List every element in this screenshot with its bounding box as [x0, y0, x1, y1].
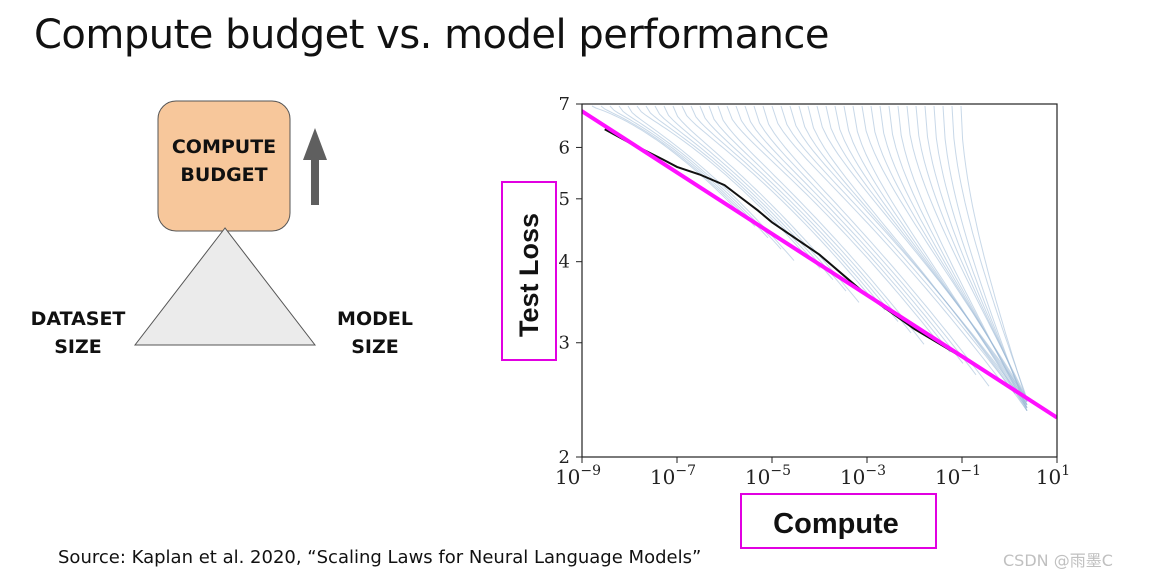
plot-frame [581, 103, 1058, 458]
compute-budget-label: COMPUTE BUDGET [171, 136, 277, 186]
training-curve [753, 105, 977, 376]
training-curve [960, 105, 1028, 402]
y-axis-ticks: 2 3 4 5 6 7 [559, 94, 582, 468]
training-curve [708, 105, 912, 334]
training-curve [645, 105, 821, 269]
training-curve [744, 105, 964, 364]
y-axis-label: Test Loss [514, 213, 544, 337]
model-size-label: MODEL SIZE [337, 308, 413, 358]
training-curve [798, 105, 1028, 408]
x-tick-label: 10−9 [555, 463, 601, 489]
training-curve [627, 105, 795, 261]
x-tick-label: 10−3 [840, 463, 886, 489]
y-tick-label: 4 [559, 252, 570, 273]
xlabel-highlight-box [740, 493, 937, 549]
training-curve [942, 105, 1028, 411]
training-curve [699, 105, 899, 322]
training-curve [717, 105, 925, 345]
y-tick-label: 2 [559, 447, 570, 468]
x-tick-label: 10−1 [935, 463, 981, 489]
y-tick-label: 5 [559, 189, 570, 210]
training-curve [681, 105, 873, 300]
y-tick-label: 7 [559, 94, 570, 115]
training-curve [690, 105, 886, 311]
power-law-trend-line [582, 108, 1057, 420]
training-curve [816, 105, 1028, 399]
training-curve [654, 105, 834, 281]
training-curve [834, 105, 1028, 405]
x-tick-label: 10−7 [650, 463, 696, 489]
source-citation: Source: Kaplan et al. 2020, “Scaling Law… [58, 547, 702, 568]
training-curve [771, 105, 1003, 383]
y-tick-label: 3 [559, 333, 570, 354]
dataset-size-label: DATASET SIZE [30, 308, 126, 358]
training-curve [780, 105, 1016, 395]
x-tick-label: 10−5 [745, 463, 791, 489]
x-axis-ticks: 10−9 10−7 10−5 10−3 10−1 101 [555, 457, 1070, 489]
training-curve [870, 105, 1028, 402]
ylabel-highlight-box [501, 181, 557, 361]
training-curves [591, 105, 1028, 411]
training-curve [897, 105, 1028, 411]
triangle-shape [133, 227, 317, 346]
up-arrow-icon [303, 128, 327, 205]
x-tick-label: 101 [1036, 463, 1070, 489]
training-curve [861, 105, 1028, 399]
training-curve [843, 105, 1028, 408]
training-curve [600, 105, 756, 227]
training-curve [672, 105, 860, 303]
training-curve [735, 105, 951, 353]
training-curve [789, 105, 1028, 405]
training-curve [762, 105, 990, 387]
training-curve [807, 105, 1028, 411]
watermark: CSDN @雨墨C [1003, 551, 1113, 570]
training-curve [591, 105, 743, 216]
training-curve [609, 105, 769, 239]
slide-title: Compute budget vs. model performance [34, 12, 830, 58]
training-curve [663, 105, 847, 292]
training-curve [852, 105, 1028, 411]
x-axis-label: Compute [773, 508, 899, 540]
training-curve [726, 105, 938, 342]
training-curve [825, 105, 1028, 402]
y-tick-label: 6 [559, 137, 570, 158]
